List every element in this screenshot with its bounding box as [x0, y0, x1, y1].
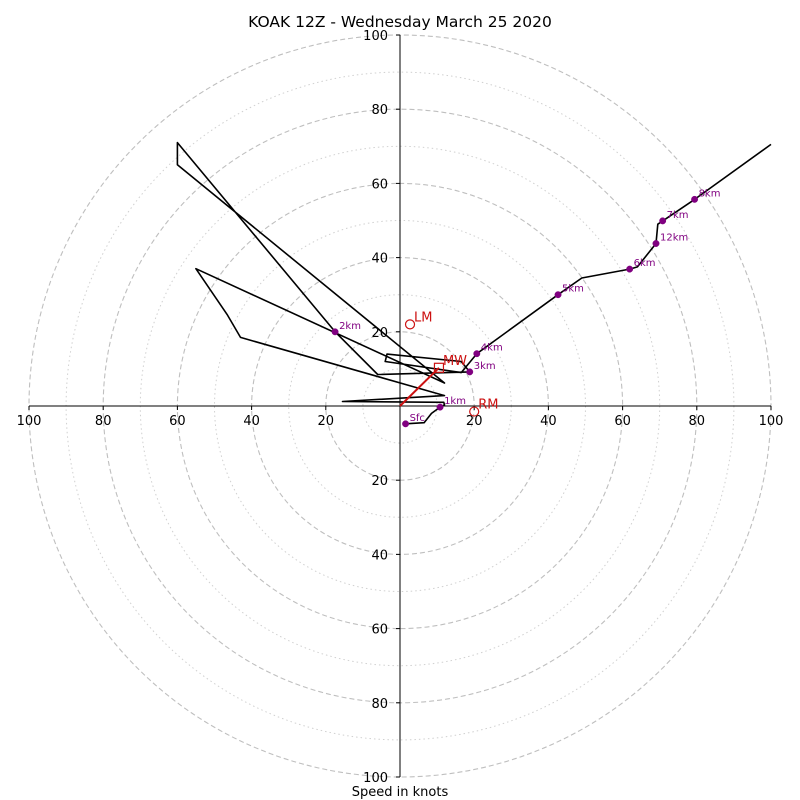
height-marker-12km	[652, 240, 660, 247]
x-tick-label-left-100: 100	[17, 414, 42, 429]
x-tick-label-right-20: 20	[466, 414, 483, 429]
height-marker-7km	[659, 217, 667, 225]
x-tick-label-right-80: 80	[689, 414, 706, 429]
x-tick-label-left-80: 80	[95, 414, 112, 429]
height-marker-label-1km: 1km	[444, 396, 466, 407]
storm-motion-mw-label: MW	[443, 354, 467, 369]
storm-motion-mw-marker	[433, 362, 445, 373]
storm-motion-rm-label: RM	[478, 398, 498, 413]
axis-tick-labels: 20 20 20 20 40 40 40 40 60 60 60 60 80 80 80 80 100 100 10…	[17, 29, 784, 786]
y-tick-label-up-40: 40	[371, 252, 388, 267]
storm-motion-group: LM MW RM	[399, 310, 498, 417]
y-tick-label-down-60: 60	[371, 623, 388, 638]
height-marker-4km	[473, 350, 481, 358]
height-marker-label-sfc: Sfc	[410, 413, 425, 424]
height-marker-1km	[436, 403, 444, 411]
x-tick-label-left-20: 20	[318, 414, 335, 429]
hodograph-trace-group	[176, 141, 772, 425]
height-marker-6km	[626, 265, 634, 273]
height-marker-label-12km: 12km	[660, 233, 688, 244]
y-tick-label-down-80: 80	[371, 697, 388, 712]
y-tick-label-down-40: 40	[371, 548, 388, 563]
height-marker-label-6km: 6km	[634, 258, 656, 269]
storm-motion-rm-marker	[469, 406, 480, 417]
x-tick-label-right-40: 40	[540, 414, 557, 429]
y-tick-label-up-100: 100	[363, 29, 388, 44]
y-tick-label-up-60: 60	[371, 177, 388, 192]
x-tick-label-right-60: 60	[614, 414, 631, 429]
x-tick-label-left-40: 40	[243, 414, 260, 429]
height-marker-label-8km: 8km	[699, 188, 721, 199]
hodograph-trace	[176, 141, 772, 425]
height-marker-3km	[466, 368, 474, 376]
height-marker-label-5km: 5km	[562, 284, 584, 295]
mean-wind-vector	[399, 367, 440, 407]
height-marker-label-7km: 7km	[667, 210, 689, 221]
storm-motion-lm-marker	[404, 319, 416, 330]
y-tick-label-down-100: 100	[363, 771, 388, 786]
height-marker-8km	[691, 195, 699, 203]
height-marker-label-4km: 4km	[481, 343, 503, 354]
height-marker-label-3km: 3km	[474, 361, 496, 372]
y-tick-label-up-80: 80	[371, 103, 388, 118]
height-markers: Sfc 1km 2km 3km 4km 5km 6km 7km 8km 12km	[331, 188, 721, 428]
height-marker-sfc	[402, 420, 410, 428]
height-marker-label-2km: 2km	[339, 321, 361, 332]
storm-motion-lm-label: LM	[414, 310, 432, 325]
height-marker-5km	[554, 291, 562, 299]
x-tick-label-right-100: 100	[759, 414, 784, 429]
y-tick-label-down-20: 20	[371, 474, 388, 489]
y-tick-label-up-20: 20	[371, 326, 388, 341]
height-marker-2km	[331, 328, 339, 336]
x-axis-label: Speed in knots	[352, 785, 449, 800]
chart-title: KOAK 12Z - Wednesday March 25 2020	[248, 13, 552, 31]
x-tick-label-left-60: 60	[169, 414, 186, 429]
